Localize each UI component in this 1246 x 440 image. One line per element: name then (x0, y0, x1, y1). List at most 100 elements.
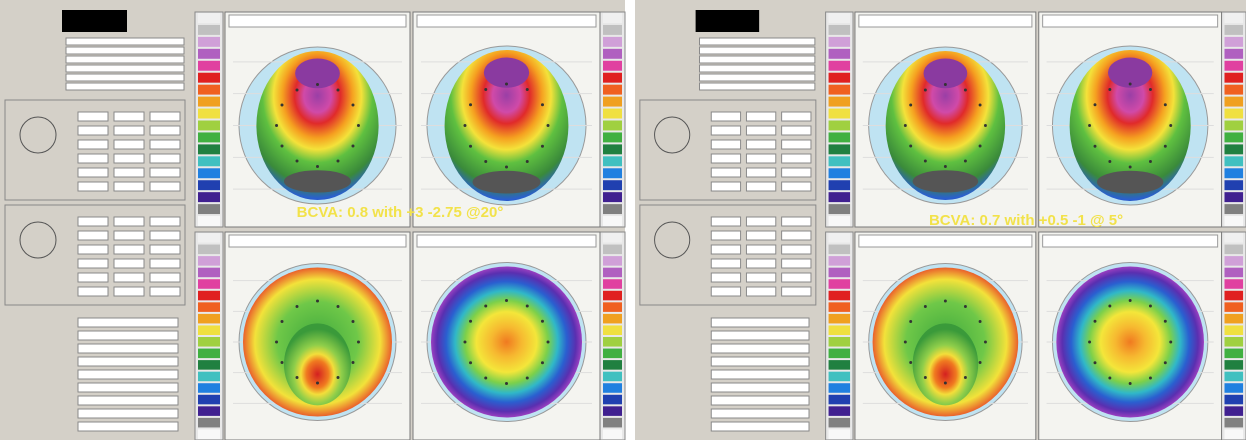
map-point (1148, 88, 1152, 92)
map-point (983, 340, 987, 344)
parameter-field (745, 167, 777, 178)
map-point (903, 340, 907, 344)
map-point (903, 124, 907, 127)
parameter-field (781, 286, 812, 297)
map-point (963, 375, 967, 379)
color-scale-step (828, 24, 851, 35)
color-scale-step (828, 180, 851, 191)
color-scale-step (603, 84, 622, 95)
color-scale-step (828, 348, 851, 359)
color-scale-step (828, 417, 851, 428)
parameter-field (113, 230, 145, 241)
map-zone (283, 170, 352, 193)
map-selector (416, 14, 597, 28)
color-scale-step (198, 302, 220, 312)
map-selector (1042, 234, 1219, 248)
parameter-field (710, 125, 742, 136)
parameter-field (745, 139, 777, 150)
parameter-field (77, 181, 109, 192)
parameter-field (710, 139, 742, 150)
map-point (336, 88, 340, 92)
map-point (316, 164, 319, 168)
color-scale-step (828, 371, 851, 382)
parameter-field (710, 408, 810, 419)
color-scale-step (198, 348, 220, 359)
color-scale-step (1224, 120, 1244, 131)
color-scale-frame (1221, 231, 1246, 440)
parameter-field (710, 382, 810, 393)
map-point (275, 340, 279, 344)
parameter-group (639, 99, 817, 201)
parameter-field (710, 369, 810, 380)
color-scale-step (603, 36, 622, 47)
info-field (65, 37, 185, 46)
color-scale-step (198, 144, 220, 155)
color-scale-step (603, 244, 622, 255)
map-point (505, 82, 508, 86)
map-point (923, 159, 927, 163)
axis-diagram (19, 116, 57, 154)
color-scale-step (1224, 84, 1244, 95)
map-point (943, 164, 947, 168)
map-point (909, 103, 913, 107)
map-point (923, 88, 927, 92)
color-scale-step (828, 325, 851, 335)
color-scale-step (828, 156, 851, 167)
color-scale-step (828, 313, 851, 324)
color-scale-step (198, 72, 220, 83)
color-scale-step (1224, 233, 1244, 243)
color-scale-step (1224, 72, 1244, 83)
color-scale-step (198, 406, 220, 416)
parameter-field (710, 286, 742, 297)
color-scale-step (1224, 48, 1244, 59)
color-scale-step (603, 13, 622, 23)
parameter-field (149, 272, 181, 283)
color-scale-step (198, 290, 220, 301)
color-scale-step (828, 383, 851, 393)
parameter-field (710, 317, 810, 328)
color-scale-step (828, 132, 851, 143)
color-scale-step (198, 244, 220, 255)
color-scale-step (603, 360, 622, 370)
map-point (295, 88, 299, 92)
color-scale-step (603, 132, 622, 143)
map-point (469, 103, 473, 107)
map-point (1128, 165, 1132, 169)
parameter-field (710, 395, 810, 406)
color-scale-step (1224, 108, 1244, 119)
color-scale-step (1224, 132, 1244, 143)
parameter-field (77, 272, 109, 283)
color-scale-step (1224, 313, 1244, 324)
color-scale-step (198, 36, 220, 47)
map-zone (912, 323, 979, 406)
map-selector (858, 234, 1033, 248)
color-scale-step (1224, 290, 1244, 301)
parameter-field (710, 258, 742, 269)
software-panel (0, 0, 626, 440)
parameter-field (77, 216, 109, 227)
parameter-field (781, 258, 812, 269)
map-point (1088, 124, 1092, 127)
color-scale-step (1224, 406, 1244, 416)
parameter-field (77, 408, 179, 419)
color-scale-step (603, 313, 622, 324)
map-point (978, 103, 982, 107)
parameter-group (4, 204, 186, 306)
parameter-field (77, 369, 179, 380)
map-point (1163, 103, 1167, 107)
annotation: BCVA: 0.7 with +0.5 -1 @ 5° (929, 212, 1123, 229)
map-point (351, 144, 355, 148)
color-scale-step (603, 96, 622, 107)
color-scale-step (1224, 156, 1244, 167)
color-scale-step (828, 279, 851, 289)
color-scale-step (198, 429, 220, 439)
color-scale-frame (194, 11, 224, 228)
color-scale-step (828, 36, 851, 47)
map-point (275, 124, 279, 127)
info-field (65, 64, 185, 73)
map-point (978, 144, 982, 148)
parameter-field (149, 244, 181, 255)
color-scale-step (603, 60, 622, 71)
color-scale-step (603, 290, 622, 301)
